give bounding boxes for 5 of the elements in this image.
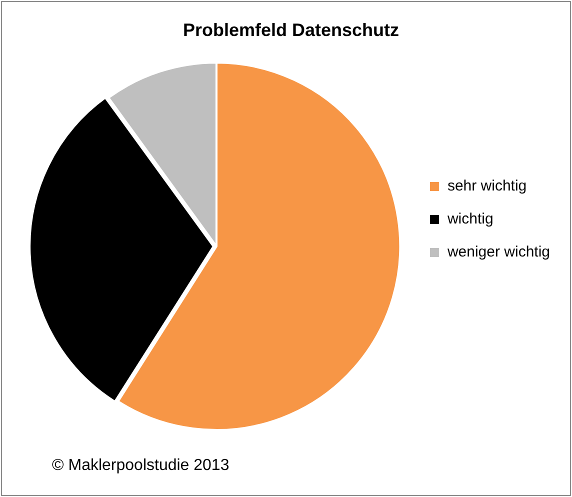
chart-title: Problemfeld Datenschutz — [182, 20, 400, 40]
text: © Maklerpoolstudie 2013 — [52, 457, 230, 475]
legend-label: wichtig — [446, 210, 494, 228]
legend-label: weniger wichtig — [446, 244, 550, 261]
legend-label: sehr wichtig — [447, 178, 527, 195]
